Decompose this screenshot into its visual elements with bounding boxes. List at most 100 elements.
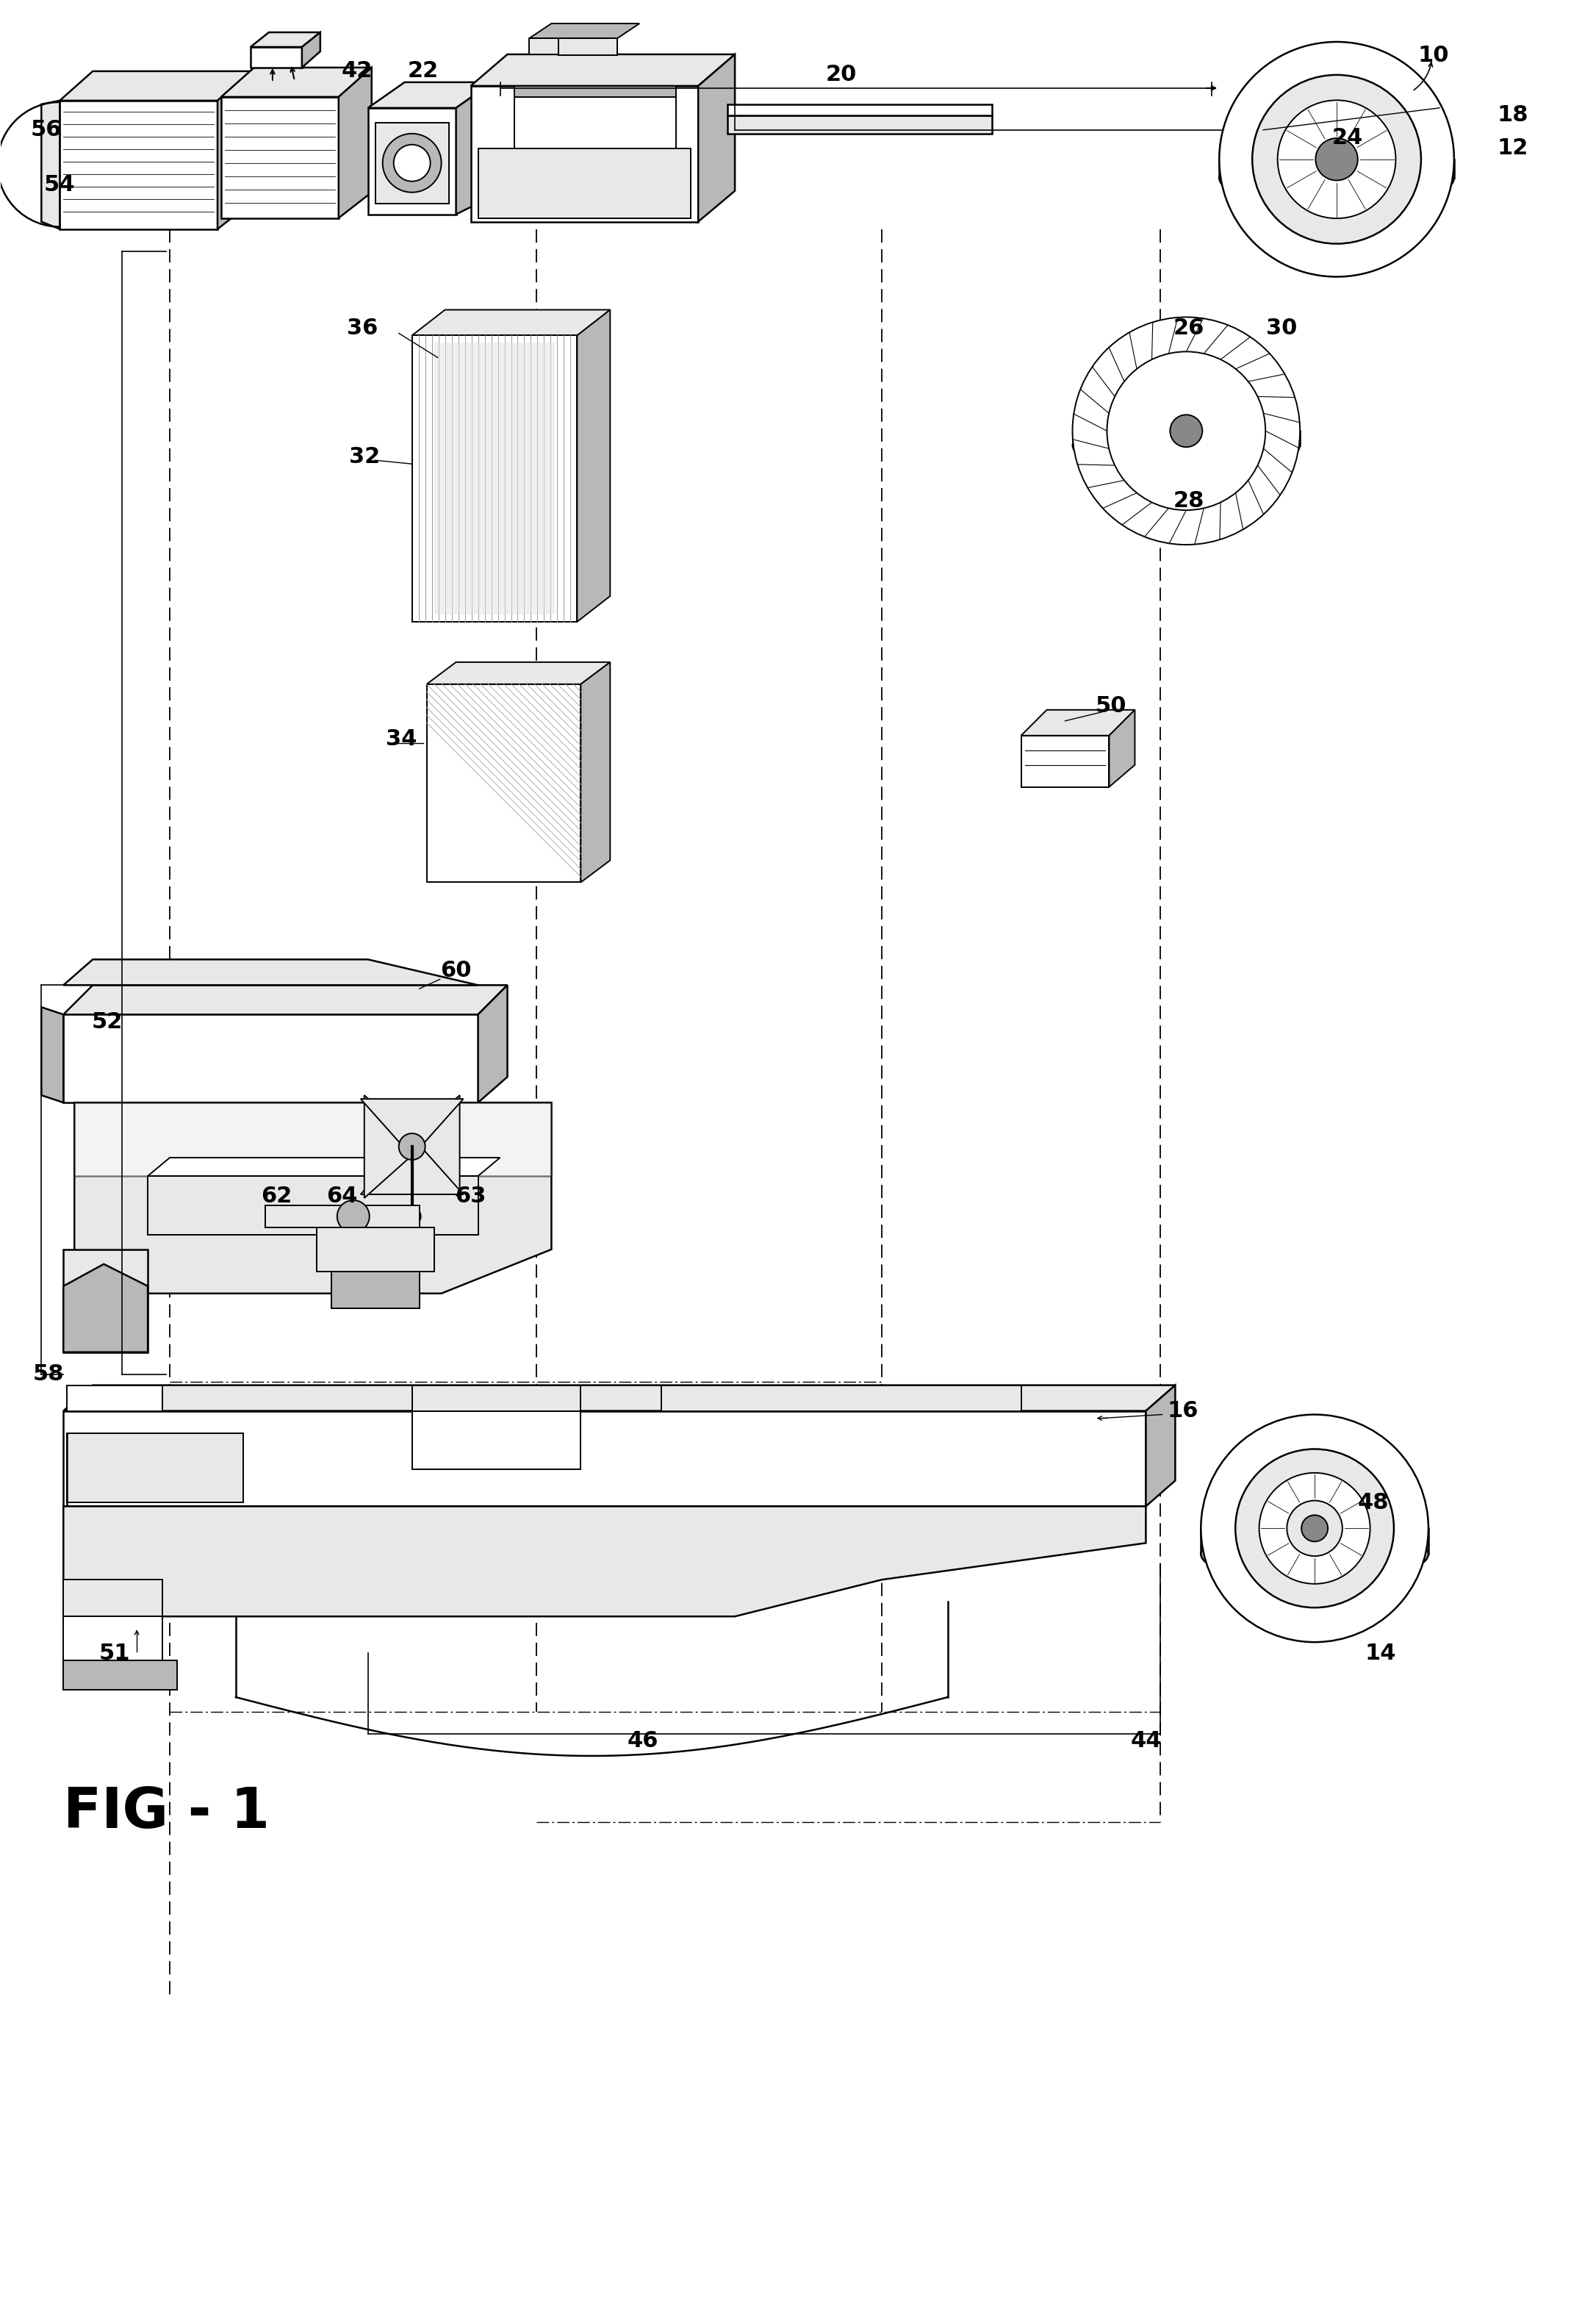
Polygon shape: [41, 1007, 64, 1102]
Text: 28: 28: [1173, 491, 1203, 512]
Ellipse shape: [1200, 1526, 1428, 1582]
Ellipse shape: [1219, 146, 1454, 211]
Circle shape: [1315, 139, 1358, 181]
Polygon shape: [64, 1265, 148, 1353]
Polygon shape: [412, 336, 578, 621]
Polygon shape: [64, 1661, 177, 1691]
Polygon shape: [697, 53, 734, 222]
Polygon shape: [1200, 1529, 1428, 1554]
Polygon shape: [67, 1434, 243, 1503]
Polygon shape: [1021, 736, 1109, 787]
Polygon shape: [500, 336, 530, 412]
Polygon shape: [67, 1385, 163, 1410]
Polygon shape: [1219, 160, 1454, 178]
Text: 50: 50: [1095, 695, 1127, 718]
Text: 60: 60: [440, 959, 472, 982]
Text: 10: 10: [1417, 44, 1449, 67]
Polygon shape: [59, 72, 251, 100]
Circle shape: [399, 1133, 425, 1160]
Text: 48: 48: [1358, 1492, 1389, 1512]
Polygon shape: [64, 959, 479, 984]
Text: 63: 63: [455, 1186, 487, 1207]
Ellipse shape: [1073, 417, 1301, 475]
Polygon shape: [64, 1410, 1146, 1505]
Polygon shape: [375, 123, 448, 204]
Circle shape: [1286, 1501, 1342, 1556]
Polygon shape: [434, 343, 555, 614]
Text: 22: 22: [407, 60, 439, 81]
Polygon shape: [148, 1158, 500, 1177]
Polygon shape: [338, 67, 372, 218]
Polygon shape: [456, 83, 493, 215]
Text: 56: 56: [30, 120, 62, 141]
Text: 32: 32: [350, 447, 380, 468]
Circle shape: [1259, 1473, 1369, 1584]
Ellipse shape: [383, 134, 442, 192]
Text: 36: 36: [346, 317, 378, 338]
Text: 46: 46: [627, 1730, 659, 1751]
Polygon shape: [479, 984, 508, 1102]
Polygon shape: [661, 1385, 1021, 1410]
Circle shape: [1200, 1415, 1428, 1642]
Text: 16: 16: [1167, 1401, 1199, 1422]
Polygon shape: [59, 100, 217, 229]
Polygon shape: [479, 148, 691, 218]
Text: 42: 42: [342, 60, 372, 81]
Polygon shape: [148, 1177, 479, 1234]
Circle shape: [1108, 352, 1266, 510]
Polygon shape: [471, 86, 697, 222]
Text: 18: 18: [1497, 104, 1529, 125]
Circle shape: [1073, 317, 1301, 544]
Polygon shape: [578, 310, 610, 621]
Polygon shape: [412, 1095, 460, 1197]
Text: 14: 14: [1365, 1642, 1396, 1663]
Polygon shape: [75, 1102, 552, 1177]
Polygon shape: [1073, 431, 1301, 445]
Polygon shape: [1109, 709, 1135, 787]
Circle shape: [1277, 100, 1396, 218]
Text: 34: 34: [385, 730, 417, 750]
Polygon shape: [64, 984, 508, 1014]
Polygon shape: [64, 1385, 1175, 1410]
Polygon shape: [516, 97, 677, 148]
Text: 51: 51: [99, 1642, 131, 1663]
Polygon shape: [64, 1617, 163, 1661]
Polygon shape: [64, 1248, 148, 1353]
Polygon shape: [361, 1098, 463, 1146]
Polygon shape: [581, 662, 610, 882]
Polygon shape: [530, 37, 618, 53]
Polygon shape: [412, 310, 610, 336]
Polygon shape: [64, 1505, 1146, 1617]
Text: FIG - 1: FIG - 1: [64, 1786, 270, 1839]
Text: 58: 58: [34, 1364, 64, 1385]
Polygon shape: [222, 67, 372, 97]
Polygon shape: [426, 662, 610, 683]
Circle shape: [1235, 1450, 1393, 1607]
Polygon shape: [364, 1095, 412, 1197]
Circle shape: [1253, 74, 1420, 243]
Polygon shape: [361, 1146, 463, 1195]
Polygon shape: [728, 104, 991, 116]
Polygon shape: [728, 116, 991, 134]
Polygon shape: [222, 97, 338, 218]
Polygon shape: [265, 1204, 420, 1227]
Polygon shape: [471, 53, 734, 86]
Polygon shape: [530, 23, 640, 37]
Text: 30: 30: [1266, 317, 1298, 338]
Text: 44: 44: [1130, 1730, 1162, 1751]
Text: 26: 26: [1173, 317, 1203, 338]
Circle shape: [404, 1207, 421, 1225]
Polygon shape: [64, 1580, 163, 1617]
Text: 20: 20: [825, 65, 857, 86]
Polygon shape: [434, 336, 530, 361]
Polygon shape: [1146, 1385, 1175, 1505]
Polygon shape: [1021, 709, 1135, 736]
Polygon shape: [426, 683, 581, 882]
Polygon shape: [217, 72, 251, 229]
Text: 64: 64: [327, 1186, 358, 1207]
Polygon shape: [369, 109, 456, 215]
Polygon shape: [41, 100, 59, 229]
Polygon shape: [302, 32, 321, 67]
Polygon shape: [64, 1014, 479, 1102]
Polygon shape: [412, 1410, 581, 1471]
